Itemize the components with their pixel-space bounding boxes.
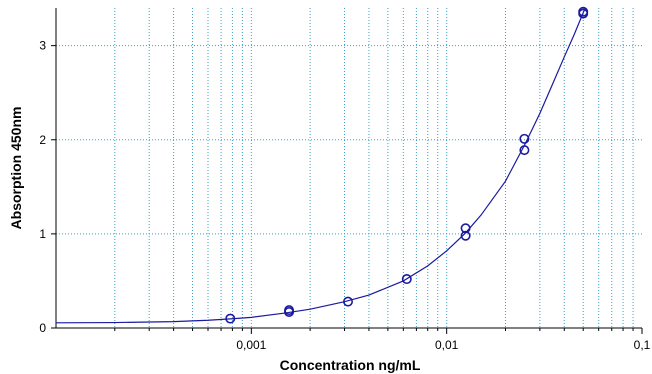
data-point	[519, 145, 530, 156]
data-points	[225, 6, 589, 324]
data-point	[342, 296, 353, 307]
grid	[56, 8, 642, 328]
x-tick-label: 0,001	[236, 338, 266, 352]
y-tick-label: 1	[39, 227, 46, 241]
data-point	[460, 230, 471, 241]
data-point	[225, 313, 236, 324]
axes	[51, 8, 643, 334]
data-point	[401, 274, 412, 285]
y-tick-label: 0	[39, 321, 46, 335]
fit-curve-layer	[56, 8, 586, 324]
x-tick-label: 0,1	[634, 338, 651, 352]
plot-area	[56, 8, 642, 328]
x-axis-title: Concentration ng/mL	[280, 357, 421, 373]
y-tick-label: 2	[39, 133, 46, 147]
fit-curve	[56, 8, 586, 324]
data-point	[519, 133, 530, 144]
x-tick-label: 0,01	[435, 338, 459, 352]
y-axis-title: Absorption 450nm	[8, 107, 24, 230]
y-tick-label: 3	[39, 39, 46, 53]
data-point	[578, 6, 589, 17]
data-point	[460, 223, 471, 234]
data-point	[284, 305, 295, 316]
tick-labels: 0 1 2 3 0,001 0,01 0,1	[39, 39, 650, 352]
